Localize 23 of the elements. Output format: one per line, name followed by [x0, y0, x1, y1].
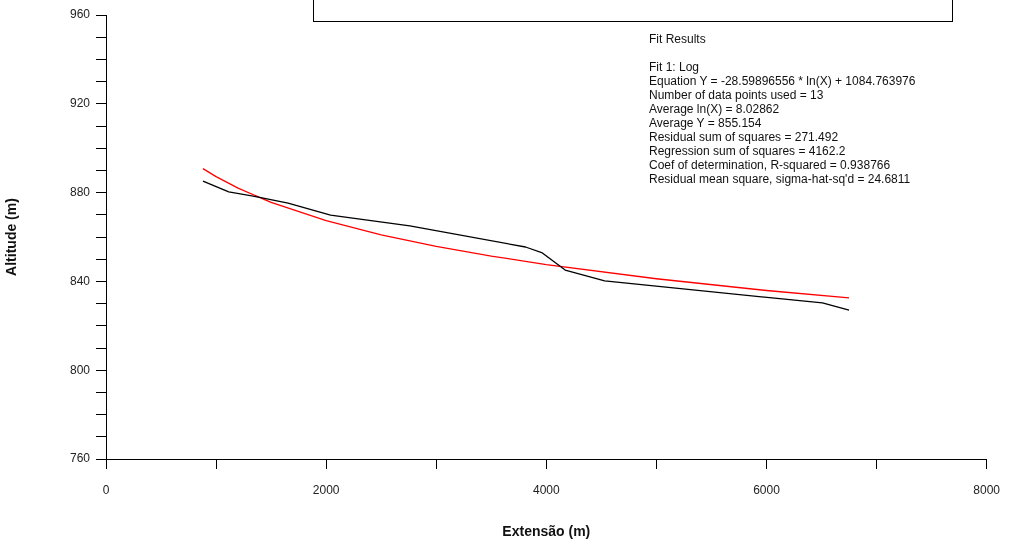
x-tick-label: 0	[102, 482, 110, 497]
y-tick-label: 800	[69, 362, 91, 377]
annotation: Number of data points used = 13	[649, 88, 825, 102]
annotation: Regression sum of squares = 4162.2	[649, 144, 847, 158]
annotation: Residual mean square, sigma-hat-sq'd = 24.6811	[649, 172, 912, 186]
annotation: Equation Y = -28.59896556 * ln(X) + 1084.763976	[649, 74, 916, 88]
y-tick-label: 880	[69, 184, 91, 199]
y-tick-label: 920	[69, 96, 91, 111]
x-tick-label: 8000	[973, 482, 1001, 497]
x-tick-label: 2000	[312, 482, 340, 497]
x-tick-label: 6000	[753, 482, 781, 497]
x-tick-label: 4000	[532, 482, 560, 497]
y-tick-label: 760	[69, 451, 91, 466]
annotation: Fit Results	[649, 32, 707, 46]
y-tick-label: 960	[69, 7, 91, 22]
y-axis-title: Altitude (m)	[3, 198, 20, 276]
annotation: Average Y = 855.154	[649, 116, 763, 130]
y-tick-label: 840	[69, 273, 91, 288]
annotation: Residual sum of squares = 271.492	[649, 130, 840, 144]
annotation: Coef of determination, R-squared = 0.938766	[649, 158, 892, 172]
annotation: Average ln(X) = 8.02862	[649, 102, 781, 116]
annotation: Fit 1: Log	[649, 60, 701, 74]
x-axis-title: Extensão (m)	[502, 523, 591, 540]
